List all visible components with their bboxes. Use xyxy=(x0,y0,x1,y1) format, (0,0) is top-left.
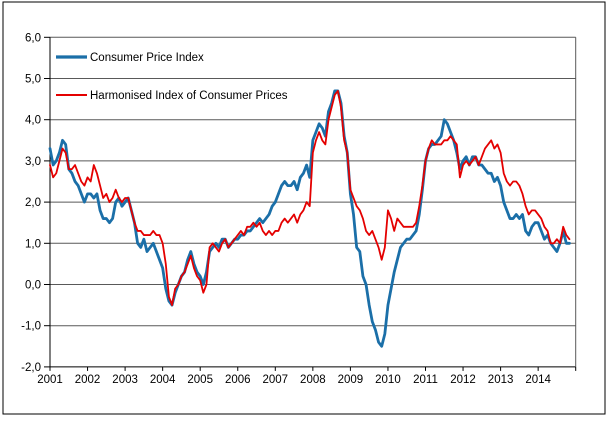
x-tick-label: 2004 xyxy=(150,374,176,386)
hicp-line xyxy=(49,89,571,307)
y-tick-label: -1,0 xyxy=(21,321,41,333)
y-tick-label: 1,0 xyxy=(25,238,41,250)
x-tick-label: 2003 xyxy=(112,374,138,386)
x-tick-label: 2006 xyxy=(225,374,251,386)
x-tick-label: 2002 xyxy=(75,374,101,386)
x-tick-label: 2014 xyxy=(525,374,551,386)
cpi-line xyxy=(48,89,571,348)
y-tick-label: 3,0 xyxy=(25,156,41,168)
legend-cpi-label: Consumer Price Index xyxy=(90,52,204,64)
y-axis-labels: 6,0 5,0 4,0 3,0 2,0 1,0 0,0 -1,0 -2,0 xyxy=(21,32,41,374)
x-tick-label: 2008 xyxy=(300,374,326,386)
y-axis-ticks xyxy=(44,36,50,368)
y-tick-label: 5,0 xyxy=(25,74,41,86)
x-tick-label: 2012 xyxy=(450,374,476,386)
x-tick-label: 2009 xyxy=(338,374,364,386)
y-tick-label: 4,0 xyxy=(25,115,41,127)
series-lines xyxy=(48,89,571,348)
x-tick-label: 2001 xyxy=(37,374,63,386)
legend: Consumer Price Index Harmonised Index of… xyxy=(56,52,288,102)
x-tick-label: 2010 xyxy=(375,374,401,386)
x-tick-label: 2011 xyxy=(413,374,438,386)
figure-border xyxy=(2,1,606,415)
y-tick-label: -2,0 xyxy=(21,362,41,374)
x-axis-ticks xyxy=(49,366,577,371)
x-axis-labels: 2001 2002 2003 2004 2005 2006 2007 2008 2009 2010… xyxy=(37,374,551,386)
y-tick-label: 6,0 xyxy=(25,32,41,44)
legend-hicp-label: Harmonised Index of Consumer Prices xyxy=(90,90,288,102)
gridlines xyxy=(50,36,576,327)
x-tick-label: 2007 xyxy=(263,374,289,386)
x-tick-label: 2013 xyxy=(488,374,514,386)
y-tick-label: 2,0 xyxy=(25,197,41,209)
x-tick-label: 2005 xyxy=(187,374,213,386)
y-tick-label: 0,0 xyxy=(25,280,41,292)
